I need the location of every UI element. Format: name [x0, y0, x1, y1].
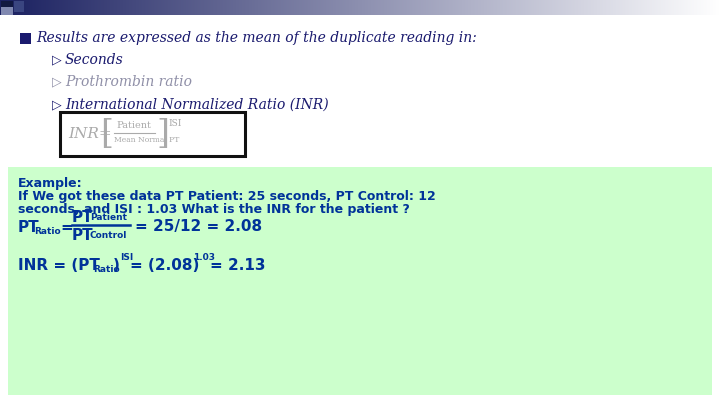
Bar [1, 1, 13, 12]
Text: Patient: Patient [116, 122, 151, 130]
Text: ISI: ISI [120, 254, 133, 262]
Text: PT: PT [72, 211, 94, 226]
Text: Ratio: Ratio [34, 228, 60, 237]
Text: INR=: INR= [68, 127, 112, 141]
Text: Results are expressed as the mean of the duplicate reading in:: Results are expressed as the mean of the… [36, 31, 477, 45]
Text: INR = (PT: INR = (PT [18, 258, 100, 273]
Text: [: [ [100, 118, 113, 150]
Bar [20, 33, 31, 44]
Text: 1.03: 1.03 [193, 254, 215, 262]
Text: = 25/12 = 2.08: = 25/12 = 2.08 [135, 220, 262, 234]
Text: ▷: ▷ [52, 98, 62, 111]
Text: ▷: ▷ [52, 75, 62, 89]
Text: Patient: Patient [90, 213, 127, 222]
Text: = (2.08): = (2.08) [130, 258, 199, 273]
Text: ▷: ▷ [52, 53, 62, 66]
Text: PT: PT [72, 228, 94, 243]
Bar [60, 112, 245, 156]
Text: Prothrombin ratio: Prothrombin ratio [65, 75, 192, 89]
Text: ]: ] [156, 118, 169, 150]
Text: = 2.13: = 2.13 [210, 258, 266, 273]
Text: Control: Control [90, 232, 127, 241]
Text: PT: PT [18, 220, 40, 234]
Bar [1, 7, 13, 15]
Text: ): ) [113, 258, 120, 273]
Bar [14, 1, 24, 12]
Text: International Normalized Ratio (INR): International Normalized Ratio (INR) [65, 98, 328, 112]
Bar [8, 167, 712, 395]
Text: ISI: ISI [168, 119, 181, 128]
Text: seconds, and ISI : 1.03 What is the INR for the patient ?: seconds, and ISI : 1.03 What is the INR … [18, 203, 410, 216]
Text: Seconds: Seconds [65, 53, 124, 67]
Text: If We got these data PT Patient: 25 seconds, PT Control: 12: If We got these data PT Patient: 25 seco… [18, 190, 436, 203]
Text: =: = [60, 220, 73, 234]
Text: Example:: Example: [18, 177, 83, 190]
Text: Ratio: Ratio [93, 266, 120, 275]
Text: Mean Normal PT: Mean Normal PT [114, 136, 179, 144]
